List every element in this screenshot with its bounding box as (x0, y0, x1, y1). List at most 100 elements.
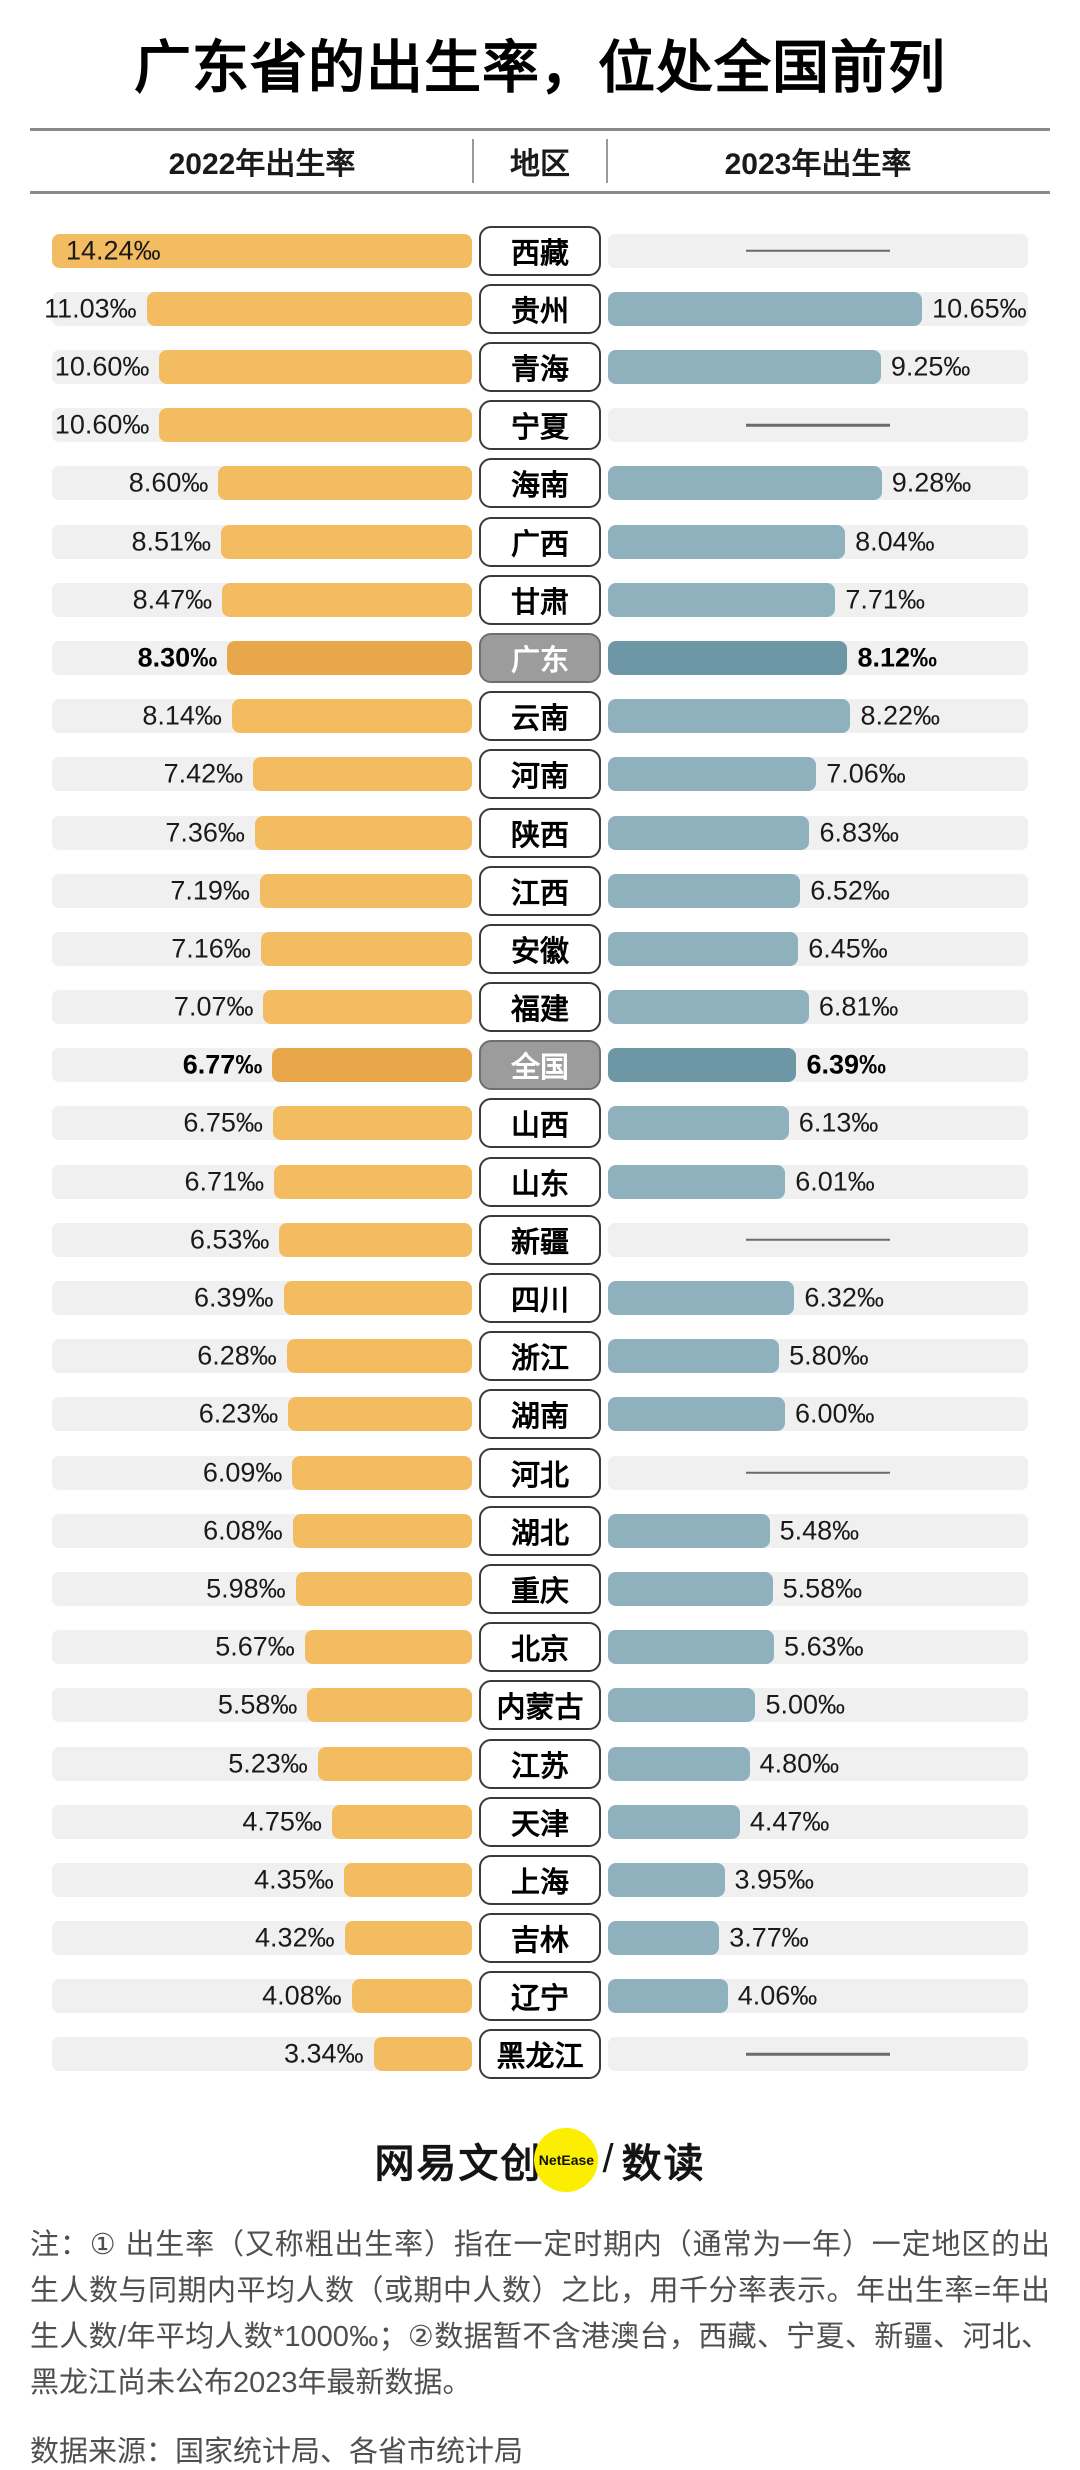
bar-2022 (272, 1048, 472, 1083)
bar-2022 (218, 466, 472, 501)
value-2022: 7.16‰ (171, 933, 251, 964)
footer: 网易文创 NetEase / 数读 注：① 出生率（又称粗出生率）指在一定时期内… (0, 2127, 1080, 2470)
bar-2023 (608, 1513, 770, 1548)
bar-track-2022: 10.60‰ (52, 350, 472, 385)
bar-2022 (159, 408, 472, 443)
bar-2022 (283, 1281, 472, 1316)
bar-2023 (608, 1746, 750, 1781)
chart-row-江西: 7.19‰ 江西 6.52‰ (0, 862, 1080, 920)
chart-row-新疆: 6.53‰ 新疆 (0, 1211, 1080, 1269)
bar-track-2023: 7.06‰ (608, 757, 1028, 792)
bar-2022 (304, 1630, 472, 1665)
bar-track-2023 (608, 2037, 1028, 2072)
chart-row-上海: 4.35‰ 上海 3.95‰ (0, 1851, 1080, 1909)
region-label-吉林: 吉林 (479, 1913, 601, 1964)
value-2022: 7.07‰ (173, 991, 254, 1022)
chart-row-贵州: 11.03‰ 贵州 10.65‰ (0, 280, 1080, 338)
chart-row-山西: 6.75‰ 山西 6.13‰ (0, 1094, 1080, 1152)
region-label-上海: 上海 (479, 1854, 601, 1905)
column-header-2023: 2023年出生率 (724, 147, 912, 181)
value-2022: 6.09‰ (202, 1457, 283, 1488)
bar-2023 (608, 699, 851, 734)
value-2022: 10.60‰ (54, 409, 150, 440)
value-2023: 5.63‰ (784, 1631, 864, 1662)
value-2023: 8.12‰ (857, 642, 938, 673)
no-data-dash (746, 1471, 890, 1474)
value-2023: 9.25‰ (890, 351, 971, 382)
region-label-重庆: 重庆 (479, 1563, 601, 1614)
bar-2023 (608, 1397, 785, 1432)
value-2023: 5.58‰ (782, 1573, 863, 1604)
bar-track-2022: 6.75‰ (52, 1106, 472, 1141)
region-label-甘肃: 甘肃 (479, 574, 601, 625)
brand-netease-wenchuang-text: 网易文创 (374, 2141, 543, 2186)
no-data-dash (746, 249, 890, 252)
bar-2022 (146, 291, 472, 326)
bar-2023 (608, 1979, 728, 2014)
bar-track-2022: 5.23‰ (52, 1746, 472, 1781)
bar-2022 (343, 1862, 472, 1897)
value-2023: 6.00‰ (794, 1398, 875, 1429)
value-2022: 11.03‰ (44, 293, 137, 324)
bar-track-2023: 8.12‰ (608, 640, 1028, 675)
bar-track-2023 (608, 233, 1028, 268)
bar-track-2022: 5.67‰ (52, 1630, 472, 1665)
bar-2023 (608, 524, 846, 559)
column-header-grid: 2022年出生率 地区 2023年出生率 (30, 131, 1050, 191)
region-label-全国: 全国 (479, 1040, 601, 1091)
bar-track-2022: 11.03‰ (44, 291, 472, 326)
chart-row-全国: 6.77‰ 全国 6.39‰ (0, 1036, 1080, 1094)
value-2022: 8.51‰ (131, 526, 212, 557)
bar-2022 (295, 1571, 472, 1606)
region-label-海南: 海南 (479, 458, 601, 509)
bar-2022 (52, 233, 472, 268)
bar-2023 (608, 1164, 786, 1199)
value-2023: 4.80‰ (759, 1748, 840, 1779)
data-source-text: 数据来源：国家统计局、各省市统计局 (30, 2435, 524, 2468)
bar-2023 (608, 1048, 797, 1083)
bar-track-2022: 7.16‰ (52, 931, 472, 966)
bar-2022 (263, 990, 472, 1025)
bar-2022 (286, 1339, 472, 1374)
value-2022: 3.34‰ (283, 2038, 364, 2069)
region-label-江苏: 江苏 (479, 1738, 601, 1789)
bar-2023 (608, 1106, 789, 1141)
bar-track-2022: 3.34‰ (52, 2037, 472, 2072)
region-label-安徽: 安徽 (479, 923, 601, 974)
bar-track-2022: 6.53‰ (52, 1222, 472, 1257)
value-2023: 6.39‰ (806, 1049, 887, 1080)
bar-2023 (608, 291, 923, 326)
region-label-辽宁: 辽宁 (479, 1971, 601, 2022)
brand-logo: 网易文创 NetEase / 数读 (0, 2127, 1080, 2192)
bar-track-2023: 10.65‰ (608, 291, 1028, 326)
value-2022: 8.30‰ (137, 642, 218, 673)
bar-track-2023: 9.28‰ (608, 466, 1028, 501)
chart-row-海南: 8.60‰ 海南 9.28‰ (0, 454, 1080, 512)
region-label-湖南: 湖南 (479, 1389, 601, 1440)
value-2022: 4.35‰ (254, 1864, 334, 1895)
bar-2022 (254, 815, 472, 850)
bar-2022 (288, 1397, 472, 1432)
region-label-天津: 天津 (479, 1796, 601, 1847)
region-label-西藏: 西藏 (479, 225, 601, 276)
chart-row-福建: 7.07‰ 福建 6.81‰ (0, 978, 1080, 1036)
value-2022: 8.60‰ (128, 467, 209, 498)
value-2022: 7.36‰ (165, 817, 245, 848)
bar-track-2023: 6.39‰ (608, 1048, 1028, 1083)
bar-2023 (608, 1921, 720, 1956)
no-data-dash (746, 2053, 890, 2056)
bar-track-2022: 7.36‰ (52, 815, 472, 850)
bar-track-2023: 5.58‰ (608, 1571, 1028, 1606)
region-label-河北: 河北 (479, 1447, 601, 1498)
region-label-新疆: 新疆 (479, 1214, 601, 1265)
bar-track-2023: 6.45‰ (608, 931, 1028, 966)
region-label-四川: 四川 (479, 1273, 601, 1324)
bar-2022 (307, 1688, 472, 1723)
value-2022: 6.39‰ (193, 1282, 274, 1313)
bar-track-2023: 5.00‰ (608, 1688, 1028, 1723)
bar-2023 (608, 815, 810, 850)
value-2023: 8.04‰ (855, 526, 935, 557)
bar-track-2022: 7.07‰ (52, 990, 472, 1025)
bar-2022 (260, 931, 472, 966)
chart-row-宁夏: 10.60‰ 宁夏 (0, 396, 1080, 454)
